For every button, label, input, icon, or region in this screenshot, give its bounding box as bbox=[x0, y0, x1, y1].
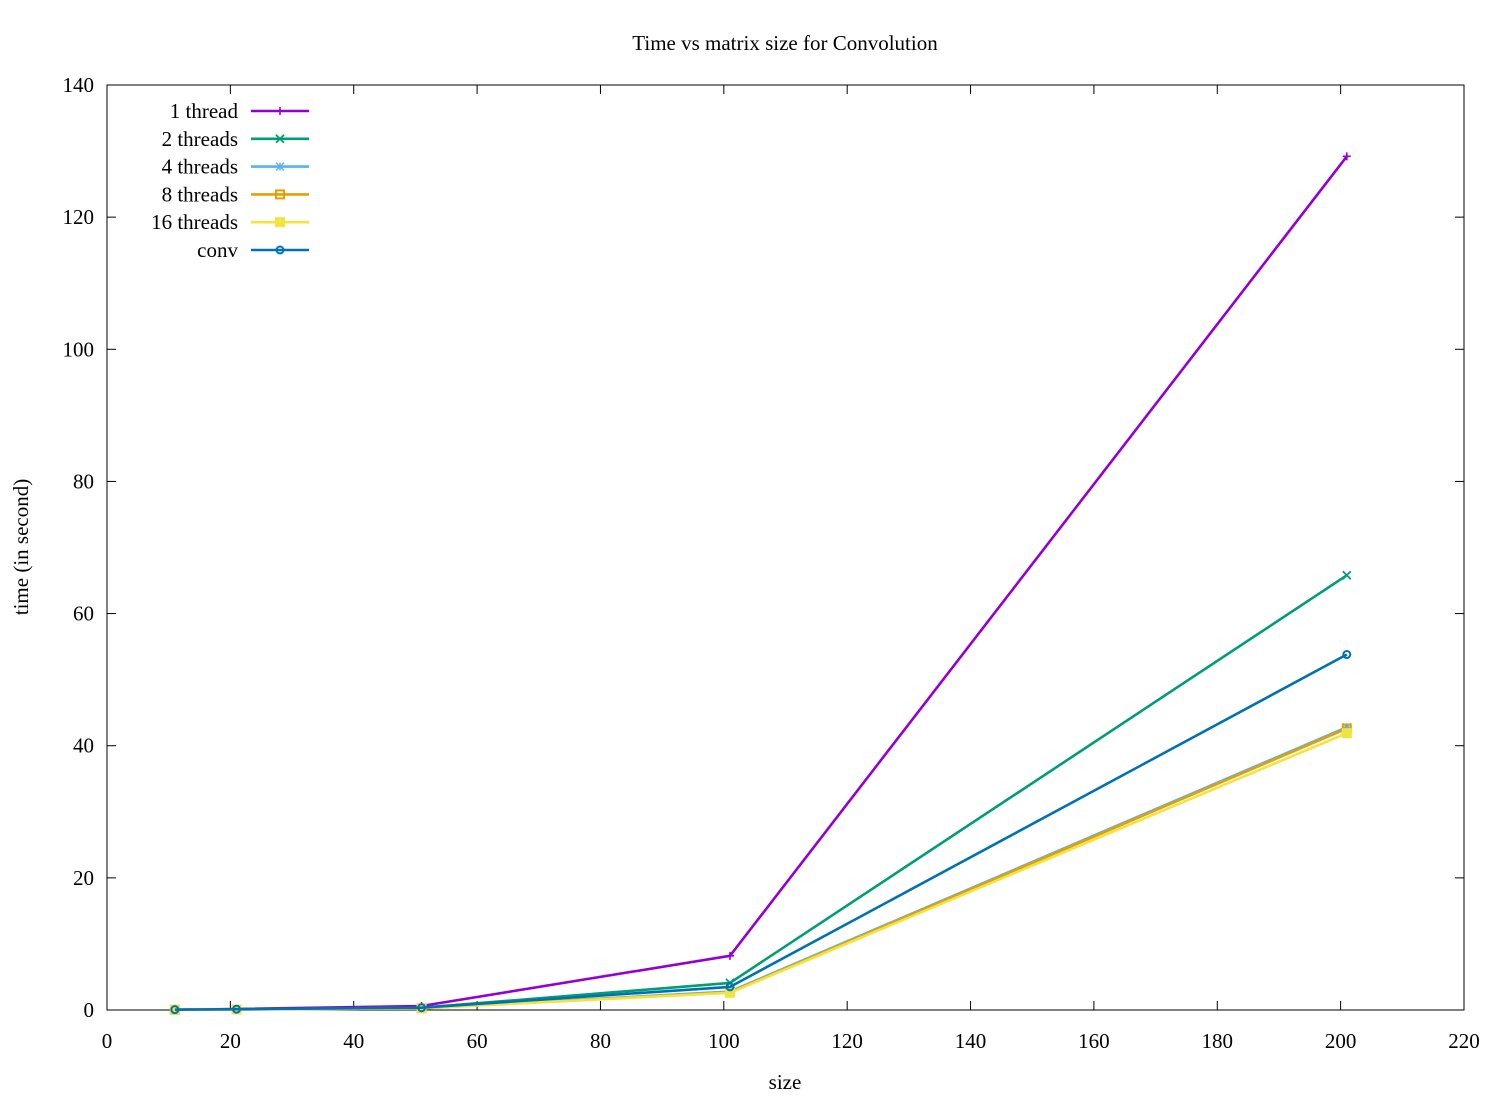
x-tick-label: 0 bbox=[102, 1029, 113, 1053]
y-tick-label: 80 bbox=[73, 469, 94, 493]
y-tick-label: 40 bbox=[73, 734, 94, 758]
legend-label: 16 threads bbox=[151, 210, 238, 234]
legend-marker bbox=[275, 162, 285, 172]
chart-title: Time vs matrix size for Convolution bbox=[632, 31, 938, 55]
y-tick-label: 0 bbox=[84, 998, 95, 1022]
data-point bbox=[725, 982, 735, 992]
legend-label: 8 threads bbox=[162, 182, 238, 206]
axes: 0 20 40 60 80 100 120 140 160 180 200 220 0 20 40 60 80 1… bbox=[63, 73, 1480, 1053]
x-tick-label: 200 bbox=[1325, 1029, 1357, 1053]
y-axis-label: time (in second) bbox=[9, 479, 33, 615]
legend-marker bbox=[275, 245, 285, 255]
data-point bbox=[417, 1003, 427, 1013]
data-point bbox=[724, 987, 735, 998]
x-tick-label: 40 bbox=[343, 1029, 364, 1053]
x-tick-label: 20 bbox=[220, 1029, 241, 1053]
data-point bbox=[1342, 152, 1351, 161]
legend-label: 1 thread bbox=[170, 99, 239, 123]
legend-entry: 8 threads bbox=[162, 182, 309, 206]
legend-label: 4 threads bbox=[162, 155, 238, 179]
legend-label: 2 threads bbox=[162, 127, 238, 151]
legend-marker bbox=[275, 217, 285, 228]
data-point bbox=[1342, 570, 1352, 580]
series-5 bbox=[170, 650, 1352, 1015]
x-tick-label: 80 bbox=[590, 1029, 611, 1053]
y-tick-label: 20 bbox=[73, 866, 94, 890]
data-point bbox=[170, 1005, 180, 1015]
x-axis-label: size bbox=[769, 1070, 802, 1094]
legend-entry: 1 thread bbox=[170, 99, 309, 123]
x-tick-label: 180 bbox=[1202, 1029, 1234, 1053]
legend-marker bbox=[276, 107, 284, 115]
data-point bbox=[1342, 722, 1352, 732]
x-tick-label: 140 bbox=[955, 1029, 987, 1053]
series-line bbox=[174, 727, 1348, 1012]
series-1 bbox=[170, 570, 1352, 1015]
y-tick-label: 140 bbox=[63, 73, 95, 97]
data-point bbox=[232, 1004, 242, 1014]
legend-marker bbox=[275, 189, 285, 200]
series-line bbox=[174, 726, 1348, 1012]
x-tick-label: 160 bbox=[1078, 1029, 1110, 1053]
x-tick-label: 120 bbox=[831, 1029, 863, 1053]
y-tick-label: 100 bbox=[63, 337, 95, 361]
legend-marker bbox=[275, 134, 285, 144]
data-point bbox=[725, 951, 734, 960]
data-point bbox=[1341, 728, 1352, 739]
series-layer bbox=[169, 152, 1352, 1015]
series-line bbox=[174, 574, 1348, 1011]
x-tick-label: 220 bbox=[1448, 1029, 1480, 1053]
legend-label: conv bbox=[197, 238, 238, 262]
legend: 1 thread 2 threads 4 threads 8 threads 16 th… bbox=[151, 99, 309, 262]
series-line bbox=[174, 732, 1348, 1012]
data-point bbox=[1342, 650, 1352, 660]
legend-entry: conv bbox=[197, 238, 309, 262]
series-line bbox=[174, 155, 1348, 1011]
plot-frame bbox=[106, 84, 1465, 1011]
y-tick-label: 60 bbox=[73, 602, 94, 626]
series-0 bbox=[170, 152, 1351, 1014]
x-tick-label: 100 bbox=[708, 1029, 740, 1053]
legend-entry: 4 threads bbox=[162, 155, 309, 179]
legend-entry: 2 threads bbox=[162, 127, 309, 151]
x-tick-label: 60 bbox=[467, 1029, 488, 1053]
legend-entry: 16 threads bbox=[151, 210, 309, 234]
series-line bbox=[174, 653, 1348, 1011]
y-tick-label: 120 bbox=[63, 205, 95, 229]
